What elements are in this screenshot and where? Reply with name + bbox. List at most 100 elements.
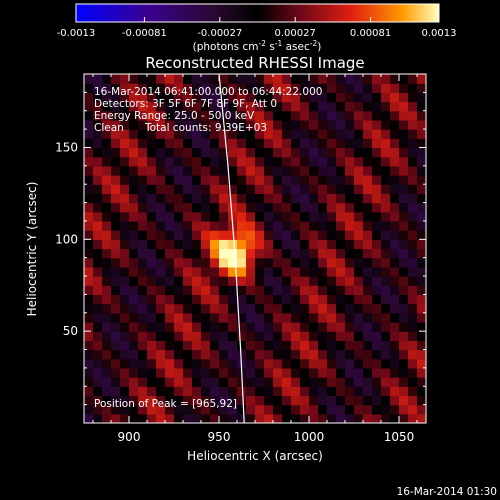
heatmap-cell <box>219 83 229 93</box>
heatmap-cell <box>282 285 292 296</box>
heatmap-cell <box>183 257 193 268</box>
heatmap-cell <box>183 92 193 103</box>
heatmap-cell <box>246 119 256 130</box>
heatmap-cell <box>336 110 346 121</box>
heatmap-cell <box>111 248 121 259</box>
heatmap-cell <box>408 303 418 314</box>
heatmap-cell <box>174 156 184 167</box>
heatmap-cell <box>129 331 139 341</box>
heatmap-cell <box>165 404 175 415</box>
heatmap-cell <box>336 312 346 323</box>
heatmap-cell <box>309 110 319 121</box>
heatmap-cell <box>309 101 319 112</box>
heatmap-cell <box>120 129 130 139</box>
heatmap-cell <box>111 175 121 185</box>
heatmap-cell <box>273 340 283 351</box>
heatmap-cell <box>372 211 382 222</box>
colorbar-tick-label: -0.0013 <box>57 28 96 39</box>
heatmap-cell <box>372 193 382 204</box>
heatmap-cell <box>237 230 247 240</box>
heatmap-cell <box>318 92 328 103</box>
heatmap-cell <box>156 239 166 250</box>
heatmap-cell <box>183 248 193 259</box>
heatmap-cell <box>273 321 283 332</box>
heatmap-cell <box>336 257 346 268</box>
heatmap-cell <box>273 129 283 139</box>
heatmap-cell <box>237 165 247 176</box>
heatmap-cell <box>273 413 283 423</box>
heatmap-cell <box>165 248 175 259</box>
heatmap-cell <box>210 74 220 84</box>
heatmap-cell <box>120 367 130 378</box>
heatmap-cell <box>228 202 238 213</box>
heatmap-cell <box>183 202 193 213</box>
heatmap-cell <box>291 257 301 268</box>
heatmap-cell <box>291 175 301 185</box>
heatmap-cell <box>210 119 220 130</box>
heatmap-cell <box>93 340 103 351</box>
heatmap-cell <box>102 340 112 351</box>
heatmap-cell <box>102 239 112 250</box>
heatmap-cell <box>282 395 292 406</box>
heatmap-cell <box>210 156 220 167</box>
heatmap-cell <box>165 119 175 130</box>
heatmap-cell <box>255 220 265 231</box>
heatmap-cell <box>417 110 426 121</box>
heatmap-cell <box>93 331 103 341</box>
heatmap-cell <box>165 220 175 231</box>
heatmap-cell <box>336 165 346 176</box>
heatmap-cell <box>345 294 355 305</box>
heatmap-cell <box>138 119 148 130</box>
heatmap-cell <box>336 358 346 369</box>
heatmap-cell <box>201 358 211 369</box>
heatmap-cell <box>327 165 337 176</box>
heatmap-cell <box>111 230 121 240</box>
heatmap-cell <box>354 395 364 406</box>
heatmap-cell <box>327 340 337 351</box>
heatmap-cell <box>111 276 121 286</box>
heatmap-cell <box>345 367 355 378</box>
heatmap-cell <box>327 92 337 103</box>
heatmap-cell <box>192 276 202 286</box>
heatmap-cell <box>345 83 355 93</box>
heatmap-cell <box>363 83 373 93</box>
heatmap-cell <box>138 404 148 415</box>
colorbar-tick-label: 0.00081 <box>350 28 391 39</box>
heatmap-cell <box>282 303 292 314</box>
heatmap-cell <box>417 230 426 240</box>
heatmap-cell <box>300 266 310 277</box>
heatmap-cell <box>129 230 139 240</box>
heatmap-cell <box>93 395 103 406</box>
heatmap-cell <box>318 303 328 314</box>
heatmap-cell <box>183 184 193 194</box>
heatmap-cell <box>273 165 283 176</box>
heatmap-cell <box>192 101 202 112</box>
algorithm-text: Clean <box>94 122 124 134</box>
heatmap-cell <box>282 156 292 167</box>
heatmap-cell <box>156 303 166 314</box>
heatmap-cell <box>381 358 391 369</box>
heatmap-cell <box>201 386 211 397</box>
heatmap-cell <box>390 92 400 103</box>
heatmap-cell <box>318 413 328 423</box>
heatmap-cell <box>210 386 220 397</box>
heatmap-cell <box>381 276 391 286</box>
heatmap-cell <box>228 377 238 387</box>
heatmap-cell <box>84 312 94 323</box>
heatmap-cell <box>165 147 175 158</box>
heatmap-cell <box>138 147 148 158</box>
heatmap-cell <box>210 413 220 423</box>
heatmap-cell <box>363 413 373 423</box>
heatmap-cell <box>300 220 310 231</box>
heatmap-cell <box>174 294 184 305</box>
heatmap-cell <box>93 74 103 84</box>
heatmap-cell <box>255 386 265 397</box>
heatmap-cell <box>93 175 103 185</box>
heatmap-cell <box>111 165 121 176</box>
heatmap-cell <box>381 404 391 415</box>
heatmap-cell <box>363 386 373 397</box>
heatmap-cell <box>300 101 310 112</box>
heatmap-cell <box>165 349 175 360</box>
heatmap-cell <box>183 367 193 378</box>
heatmap-cell <box>183 110 193 121</box>
